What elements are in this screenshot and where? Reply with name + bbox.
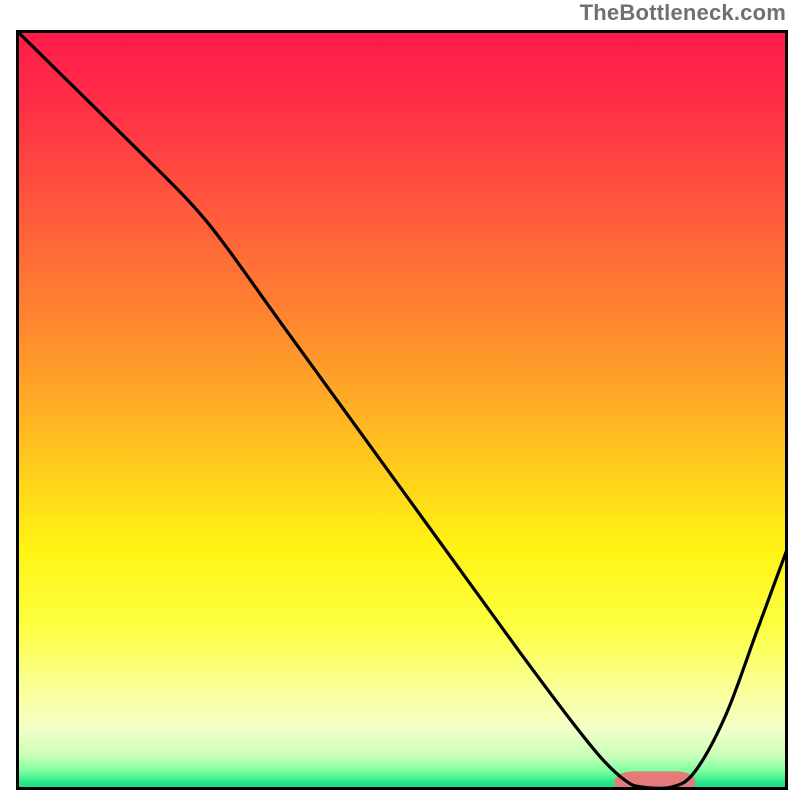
chart-container: TheBottleneck.com: [0, 0, 800, 800]
watermark-text: TheBottleneck.com: [580, 0, 786, 26]
chart-svg: [16, 30, 788, 790]
plot-area: [16, 30, 788, 790]
